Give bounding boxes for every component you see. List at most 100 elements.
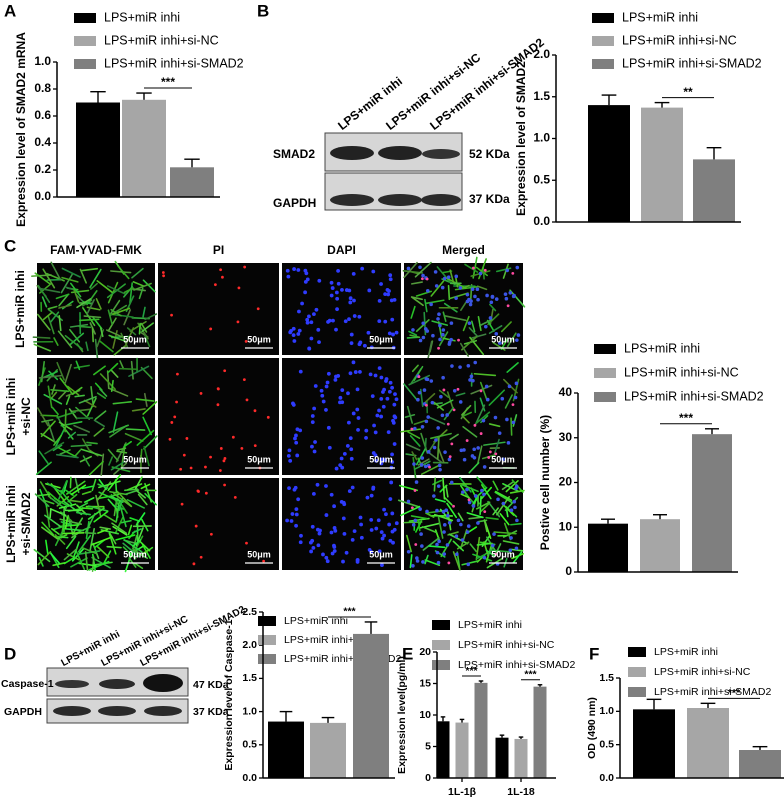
cell [109,532,117,545]
cell [115,500,121,522]
cell [41,526,59,540]
error-bar [752,745,768,750]
cell [296,268,301,272]
cell [472,455,477,460]
cell [56,361,65,381]
cell [489,549,512,553]
cell [456,387,460,391]
cell [379,414,384,419]
cell [410,515,428,520]
legend-label: LPS+miR inhi+si-SMAD2 [624,389,764,403]
cell [446,422,450,426]
cell [116,447,127,451]
cell [37,407,49,427]
y-tick-label: 0.5 [599,738,614,750]
cell [371,485,376,490]
cell [80,448,103,457]
cell [450,364,454,368]
band [99,679,135,689]
chart: OD (490 nm) 0.0 0.5 1.0 1.5 LPS+miR inhi LPS+m… [586,646,784,784]
cell [449,433,459,441]
cell [338,463,343,468]
cell [51,406,59,416]
cell [69,282,82,298]
cell [78,318,100,322]
cell [461,560,479,566]
cell [483,519,488,533]
cell [479,397,486,412]
cell [91,556,111,569]
cell [424,403,428,407]
cell [352,314,357,318]
cell [305,320,310,325]
bar [588,105,630,222]
cell [334,290,339,295]
cell [438,389,450,398]
cell [87,507,105,520]
cell [458,286,463,290]
cell [78,325,92,329]
micrograph: 50μm [158,263,279,355]
bar [633,709,675,778]
cell [379,375,384,380]
cell [449,321,454,325]
cell [346,420,351,425]
cell [334,374,338,379]
cell [303,290,308,295]
cell [294,507,299,512]
band [378,146,422,160]
cell [388,538,393,543]
cell [386,430,391,435]
cell [179,467,183,471]
cell [59,449,71,455]
cell [435,508,439,513]
cell [97,528,109,534]
cell [455,552,459,557]
cell [73,424,90,433]
y-tick-label: 10 [559,519,573,533]
cell [411,328,415,332]
cell [324,484,328,488]
y-tick-label: 0.0 [599,772,614,784]
band [421,194,461,206]
cell [338,395,343,400]
cell [299,533,303,538]
cell [113,344,127,356]
legend-swatch [432,660,450,670]
cell [411,281,423,285]
legend-swatch [74,59,96,69]
bar [455,722,469,778]
cell [107,309,113,325]
cell [459,522,463,527]
cell [36,313,51,331]
cell [356,427,360,432]
cell [510,548,524,552]
cell [432,445,437,450]
cell [369,493,374,498]
blot-size: 47 KDa [193,679,229,691]
cell [41,521,55,536]
cell [353,370,358,374]
cell [124,488,139,492]
cell [110,379,114,393]
error-bar [440,716,446,722]
cell [464,492,475,504]
cell [107,498,118,510]
x-tick-label: 1L-18 [507,786,535,798]
cell [464,263,479,273]
cell [480,484,492,500]
cell [348,296,353,301]
cell [488,450,492,454]
cell [460,493,470,499]
cell [57,446,77,458]
cell [393,392,397,396]
y-tick-label: 0.6 [34,108,51,122]
legend-swatch [594,392,616,402]
cell [484,384,489,389]
band [330,146,374,160]
cell [143,435,158,450]
cell [388,277,393,282]
legend-swatch [592,13,614,23]
cell [352,298,356,303]
cell [352,529,357,534]
